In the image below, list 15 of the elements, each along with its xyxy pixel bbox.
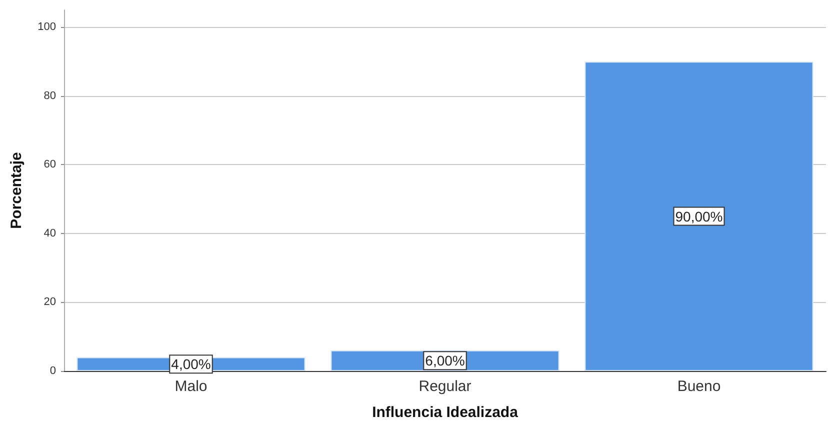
y-tick-label: 100 (38, 21, 56, 34)
data-label: 90,00% (675, 208, 723, 224)
y-tick-label: 0 (50, 365, 56, 377)
x-axis-title: Influencia Idealizada (372, 404, 519, 421)
bar (584, 62, 814, 371)
y-tick-label: 80 (44, 90, 56, 102)
y-tick-label: 20 (44, 296, 56, 308)
data-label: 4,00% (171, 356, 211, 372)
x-tick-label: Regular (418, 378, 472, 395)
x-tick-label: Malo (174, 378, 208, 395)
data-label: 6,00% (425, 352, 465, 369)
y-tick-label: 60 (44, 158, 56, 171)
x-tick-label: Bueno (677, 378, 721, 395)
y-axis-title: Porcentaje (8, 152, 25, 229)
y-tick-label: 40 (44, 227, 56, 240)
